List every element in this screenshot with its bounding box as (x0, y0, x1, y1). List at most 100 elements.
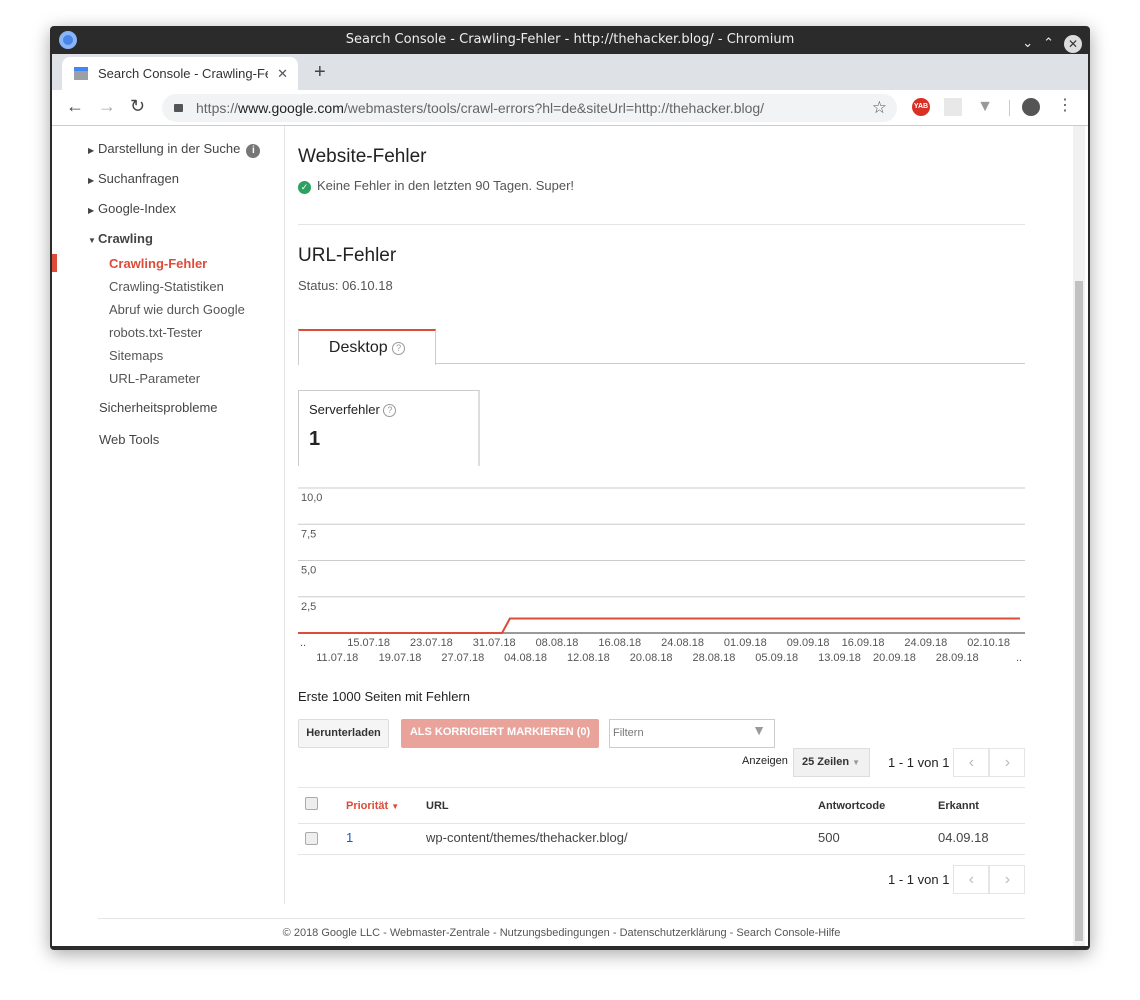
footer-link[interactable]: Datenschutzerklärung (619, 927, 727, 939)
footer-link[interactable]: Webmaster-Zentrale (389, 927, 490, 939)
filter-icon[interactable]: ▼ (752, 722, 766, 738)
error-chart: 2,5 5,0 7,5 10,0 15.07.18 23.07.18 31.07.18 08.… (298, 487, 1025, 664)
url-errors-title: URL-Fehler (298, 245, 397, 266)
footer-separator: - (726, 927, 737, 939)
row-url[interactable]: wp-content/themes/thehacker.blog/ (426, 830, 628, 845)
rows-per-page-select[interactable]: 25 Zeilen ▼ (793, 748, 870, 777)
menu-icon[interactable]: ⋮ (1057, 97, 1073, 114)
mark-fixed-button[interactable]: ALS KORRIGIERT MARKIEREN (0) (401, 719, 599, 748)
x-tick-label: 02.10.18 (967, 637, 1010, 649)
sidebar-item-crawling[interactable]: ▼ Crawling (88, 231, 153, 246)
sidebar-item-label: Crawling (98, 231, 153, 246)
footer-link: © 2018 Google LLC (282, 927, 381, 939)
new-tab-icon[interactable]: + (314, 61, 326, 83)
next-page-icon[interactable]: › (989, 865, 1026, 894)
message-text: Keine Fehler in den letzten 90 Tagen. Su… (317, 178, 575, 193)
close-tab-icon[interactable]: ✕ (277, 66, 288, 81)
sidebar-item-sicherheit[interactable]: Sicherheitsprobleme (99, 400, 218, 415)
column-header-code[interactable]: Antwortcode (818, 800, 886, 812)
close-window-icon[interactable]: ✕ (1064, 35, 1082, 53)
y-tick-label: 5,0 (301, 565, 316, 577)
x-tick-label: 24.08.18 (661, 637, 704, 649)
sidebar-item-label: Google-Index (98, 201, 177, 216)
url-host: www.google.com (238, 100, 344, 116)
bookmark-star-icon[interactable]: ☆ (871, 98, 887, 117)
x-tick-label: 19.07.18 (379, 652, 422, 664)
reload-icon[interactable]: ↻ (130, 96, 146, 116)
x-tick-label: 16.09.18 (842, 637, 885, 649)
scrollbar-thumb[interactable] (1075, 281, 1083, 941)
status-date: Status: 06.10.18 (298, 278, 393, 293)
x-tick-label: 20.09.18 (873, 652, 916, 664)
download-button[interactable]: Herunterladen (298, 719, 389, 748)
y-tick-label: 10,0 (301, 492, 322, 504)
help-icon[interactable]: ? (392, 342, 406, 355)
maximize-icon[interactable]: ⌃ (1043, 36, 1054, 51)
sidebar: ▶ Darstellung in der Suche i ▶ Suchanfragen… (52, 126, 285, 904)
divider (298, 823, 1025, 824)
x-tick-label: 12.08.18 (567, 652, 610, 664)
sidebar-subitem-sitemaps[interactable]: Sitemaps (109, 348, 164, 363)
yab-icon[interactable]: YAB (912, 98, 930, 116)
sidebar-item-label: Suchanfragen (98, 171, 179, 186)
pager-bottom: 1 - 1 von 1 ‹ › (888, 865, 1026, 894)
profile-icon[interactable] (1022, 98, 1040, 116)
sidebar-item-suchanfragen[interactable]: ▶ Suchanfragen (88, 171, 179, 186)
row-checkbox[interactable] (305, 832, 318, 845)
sidebar-item-label: Darstellung in der Suche (98, 141, 241, 156)
pager-text: 1 - 1 von 1 (888, 755, 950, 770)
tab-title: Search Console - Crawling-Fehler (98, 66, 268, 81)
server-errors-card[interactable]: Serverfehler ? 1 (298, 390, 480, 466)
divider (298, 224, 1025, 225)
prev-page-icon[interactable]: ‹ (953, 865, 990, 894)
lock-icon (174, 104, 183, 112)
footer-link[interactable]: Nutzungsbedingungen (499, 927, 610, 939)
footer-separator: - (380, 927, 390, 939)
x-tick-label: 05.09.18 (755, 652, 798, 664)
site-errors-message: ✓ Keine Fehler in den letzten 90 Tagen. S… (298, 178, 574, 194)
y-tick-label: 2,5 (301, 601, 316, 613)
x-tick-label: 04.08.18 (504, 652, 547, 664)
window-title: Search Console - Crawling-Fehler - http:… (345, 32, 795, 47)
column-header-priority[interactable]: Priorität ▼ (346, 800, 399, 812)
browser-window: Search Console - Crawling-Fehler - http:… (50, 26, 1090, 950)
x-tick-label: 27.07.18 (441, 652, 484, 664)
tab-desktop[interactable]: Desktop ? (298, 329, 436, 365)
x-tick-label: 09.09.18 (787, 637, 830, 649)
browser-toolbar: ← → ↻ https://www.google.com/webmasters/… (52, 90, 1088, 126)
tab-bar-line (298, 363, 1025, 364)
column-header-url[interactable]: URL (426, 800, 449, 812)
scrollbar[interactable] (1073, 126, 1085, 946)
info-icon[interactable]: i (246, 144, 261, 158)
help-icon[interactable]: ? (383, 404, 397, 417)
sidebar-subitem-crawling-fehler[interactable]: Crawling-Fehler (109, 256, 208, 271)
footer-separator: - (609, 927, 620, 939)
column-header-detected[interactable]: Erkannt (938, 800, 979, 812)
sidebar-item-google-index[interactable]: ▶ Google-Index (88, 201, 177, 216)
atom-icon[interactable] (944, 98, 962, 116)
prev-page-icon[interactable]: ‹ (953, 748, 990, 777)
forward-icon[interactable]: → (98, 96, 116, 116)
filter-input[interactable]: Filtern ▼ (609, 719, 775, 748)
address-bar[interactable]: https://www.google.com/webmasters/tools/… (162, 94, 897, 122)
toolbar-divider (1009, 100, 1010, 116)
sidebar-subitem-robots[interactable]: robots.txt-Tester (109, 325, 203, 340)
sidebar-subitem-crawling-statistiken[interactable]: Crawling-Statistiken (109, 279, 224, 294)
footer-separator: - (489, 927, 500, 939)
select-all-checkbox[interactable] (305, 797, 318, 810)
sidebar-item-web-tools[interactable]: Web Tools (99, 432, 160, 447)
footer-link[interactable]: Search Console-Hilfe (736, 927, 841, 939)
x-tick-label: 28.09.18 (936, 652, 979, 664)
x-tick-label: 16.08.18 (598, 637, 641, 649)
back-icon[interactable]: ← (66, 96, 84, 116)
card-value: 1 (309, 428, 321, 450)
sidebar-item-darstellung[interactable]: ▶ Darstellung in der Suche i (88, 141, 261, 158)
vue-icon[interactable]: ▼ (977, 98, 993, 115)
sidebar-subitem-url-parameter[interactable]: URL-Parameter (109, 371, 201, 386)
sidebar-subitem-abruf[interactable]: Abruf wie durch Google (109, 302, 245, 317)
footer: © 2018 Google LLC - Webmaster-Zentrale -… (98, 918, 1025, 939)
browser-tab[interactable]: Search Console - Crawling-Fehler ✕ (62, 57, 298, 90)
series-line (298, 617, 1020, 634)
next-page-icon[interactable]: › (989, 748, 1026, 777)
minimize-icon[interactable]: ⌄ (1022, 36, 1034, 51)
